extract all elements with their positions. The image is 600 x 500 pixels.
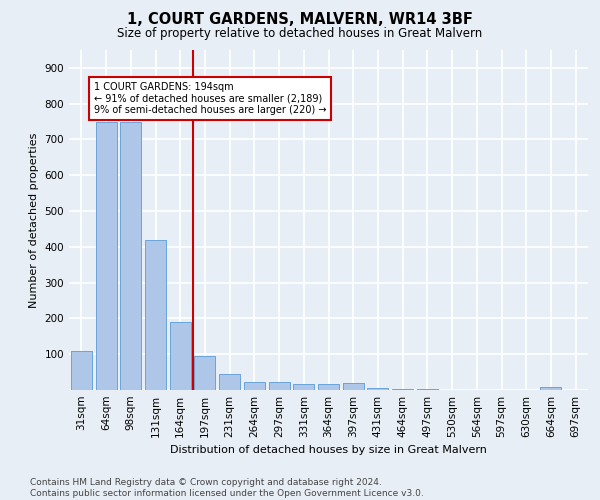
Bar bbox=[293, 384, 314, 390]
Bar bbox=[71, 350, 92, 390]
Bar bbox=[95, 122, 116, 390]
Bar bbox=[170, 322, 191, 390]
Text: 1 COURT GARDENS: 194sqm
← 91% of detached houses are smaller (2,189)
9% of semi-: 1 COURT GARDENS: 194sqm ← 91% of detache… bbox=[94, 82, 326, 116]
Text: Contains HM Land Registry data © Crown copyright and database right 2024.
Contai: Contains HM Land Registry data © Crown c… bbox=[30, 478, 424, 498]
Bar bbox=[392, 389, 413, 390]
Bar bbox=[367, 388, 388, 390]
Bar bbox=[244, 382, 265, 390]
Bar bbox=[145, 240, 166, 390]
Text: Size of property relative to detached houses in Great Malvern: Size of property relative to detached ho… bbox=[118, 28, 482, 40]
Bar bbox=[343, 383, 364, 390]
X-axis label: Distribution of detached houses by size in Great Malvern: Distribution of detached houses by size … bbox=[170, 446, 487, 456]
Y-axis label: Number of detached properties: Number of detached properties bbox=[29, 132, 39, 308]
Bar bbox=[269, 382, 290, 390]
Bar bbox=[541, 387, 562, 390]
Bar bbox=[194, 356, 215, 390]
Bar bbox=[120, 122, 141, 390]
Bar bbox=[318, 384, 339, 390]
Text: 1, COURT GARDENS, MALVERN, WR14 3BF: 1, COURT GARDENS, MALVERN, WR14 3BF bbox=[127, 12, 473, 28]
Bar bbox=[219, 374, 240, 390]
